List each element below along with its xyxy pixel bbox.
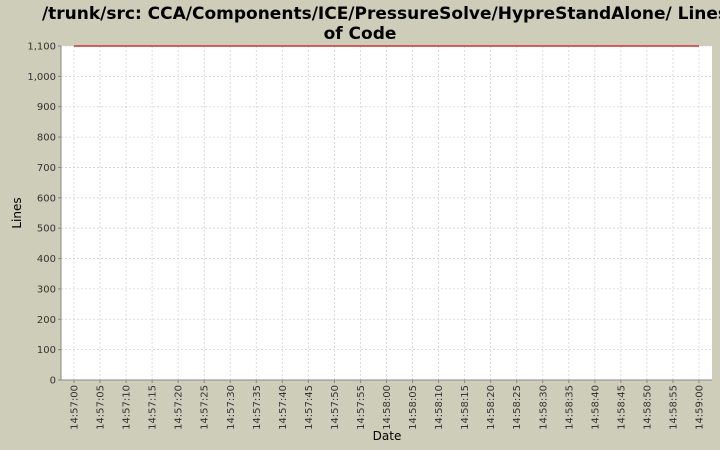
y-tick-label: 400	[37, 254, 56, 265]
x-tick-label: 14:57:20	[174, 385, 185, 430]
x-tick-label: 14:57:15	[148, 385, 159, 430]
x-tick-label: 14:58:55	[668, 385, 679, 430]
y-tick-label: 300	[37, 284, 56, 295]
y-tick-label: 1,000	[27, 72, 56, 83]
x-tick-label: 14:58:45	[616, 385, 627, 430]
x-tick-label: 14:58:35	[564, 385, 575, 430]
x-tick-label: 14:58:10	[434, 385, 445, 430]
y-tick-label: 200	[37, 315, 56, 326]
x-tick-label: 14:58:25	[512, 385, 523, 430]
y-tick-label: 800	[37, 133, 56, 144]
x-tick-label: 14:57:25	[200, 385, 211, 430]
x-tick-label: 14:58:15	[460, 385, 471, 430]
y-tick-label: 700	[37, 163, 56, 174]
x-tick-label: 14:57:35	[252, 385, 263, 430]
y-tick-label: 0	[50, 376, 56, 387]
grid-lines	[61, 45, 712, 381]
x-tick-label: 14:58:40	[590, 385, 601, 430]
x-axis-ticks: 14:57:00 14:57:05 14:57:10 14:57:15 14:57:20…	[70, 380, 706, 430]
x-tick-label: 14:58:20	[486, 385, 497, 430]
y-axis-ticks: 0 100 200 300 400 500 600 700 800 900 1,000 1,100	[27, 42, 61, 387]
x-tick-label: 14:58:05	[408, 385, 419, 430]
y-tick-label: 500	[37, 224, 56, 235]
y-axis-label: Lines	[10, 197, 24, 228]
chart-title-line-1: /trunk/src: CCA/Components/ICE/PressureS…	[42, 4, 720, 24]
x-tick-label: 14:58:30	[538, 385, 549, 430]
y-tick-label: 600	[37, 193, 56, 204]
x-axis-label: Date	[373, 429, 402, 443]
x-tick-label: 14:57:55	[356, 385, 367, 430]
x-tick-label: 14:58:50	[642, 385, 653, 430]
x-tick-label: 14:57:40	[278, 385, 289, 430]
plot-area	[61, 46, 712, 380]
y-tick-label: 900	[37, 102, 56, 113]
x-tick-label: 14:57:10	[122, 385, 133, 430]
x-tick-label: 14:58:00	[382, 385, 393, 430]
x-tick-label: 14:59:00	[695, 385, 706, 430]
x-tick-label: 14:57:30	[226, 385, 237, 430]
chart-title-line-2: of Code	[324, 24, 397, 44]
x-tick-label: 14:57:00	[70, 385, 81, 430]
x-tick-label: 14:57:05	[96, 385, 107, 430]
y-tick-label: 100	[37, 345, 56, 356]
x-tick-label: 14:57:45	[304, 385, 315, 430]
x-tick-label: 14:57:50	[330, 385, 341, 430]
y-tick-label: 1,100	[27, 42, 56, 53]
